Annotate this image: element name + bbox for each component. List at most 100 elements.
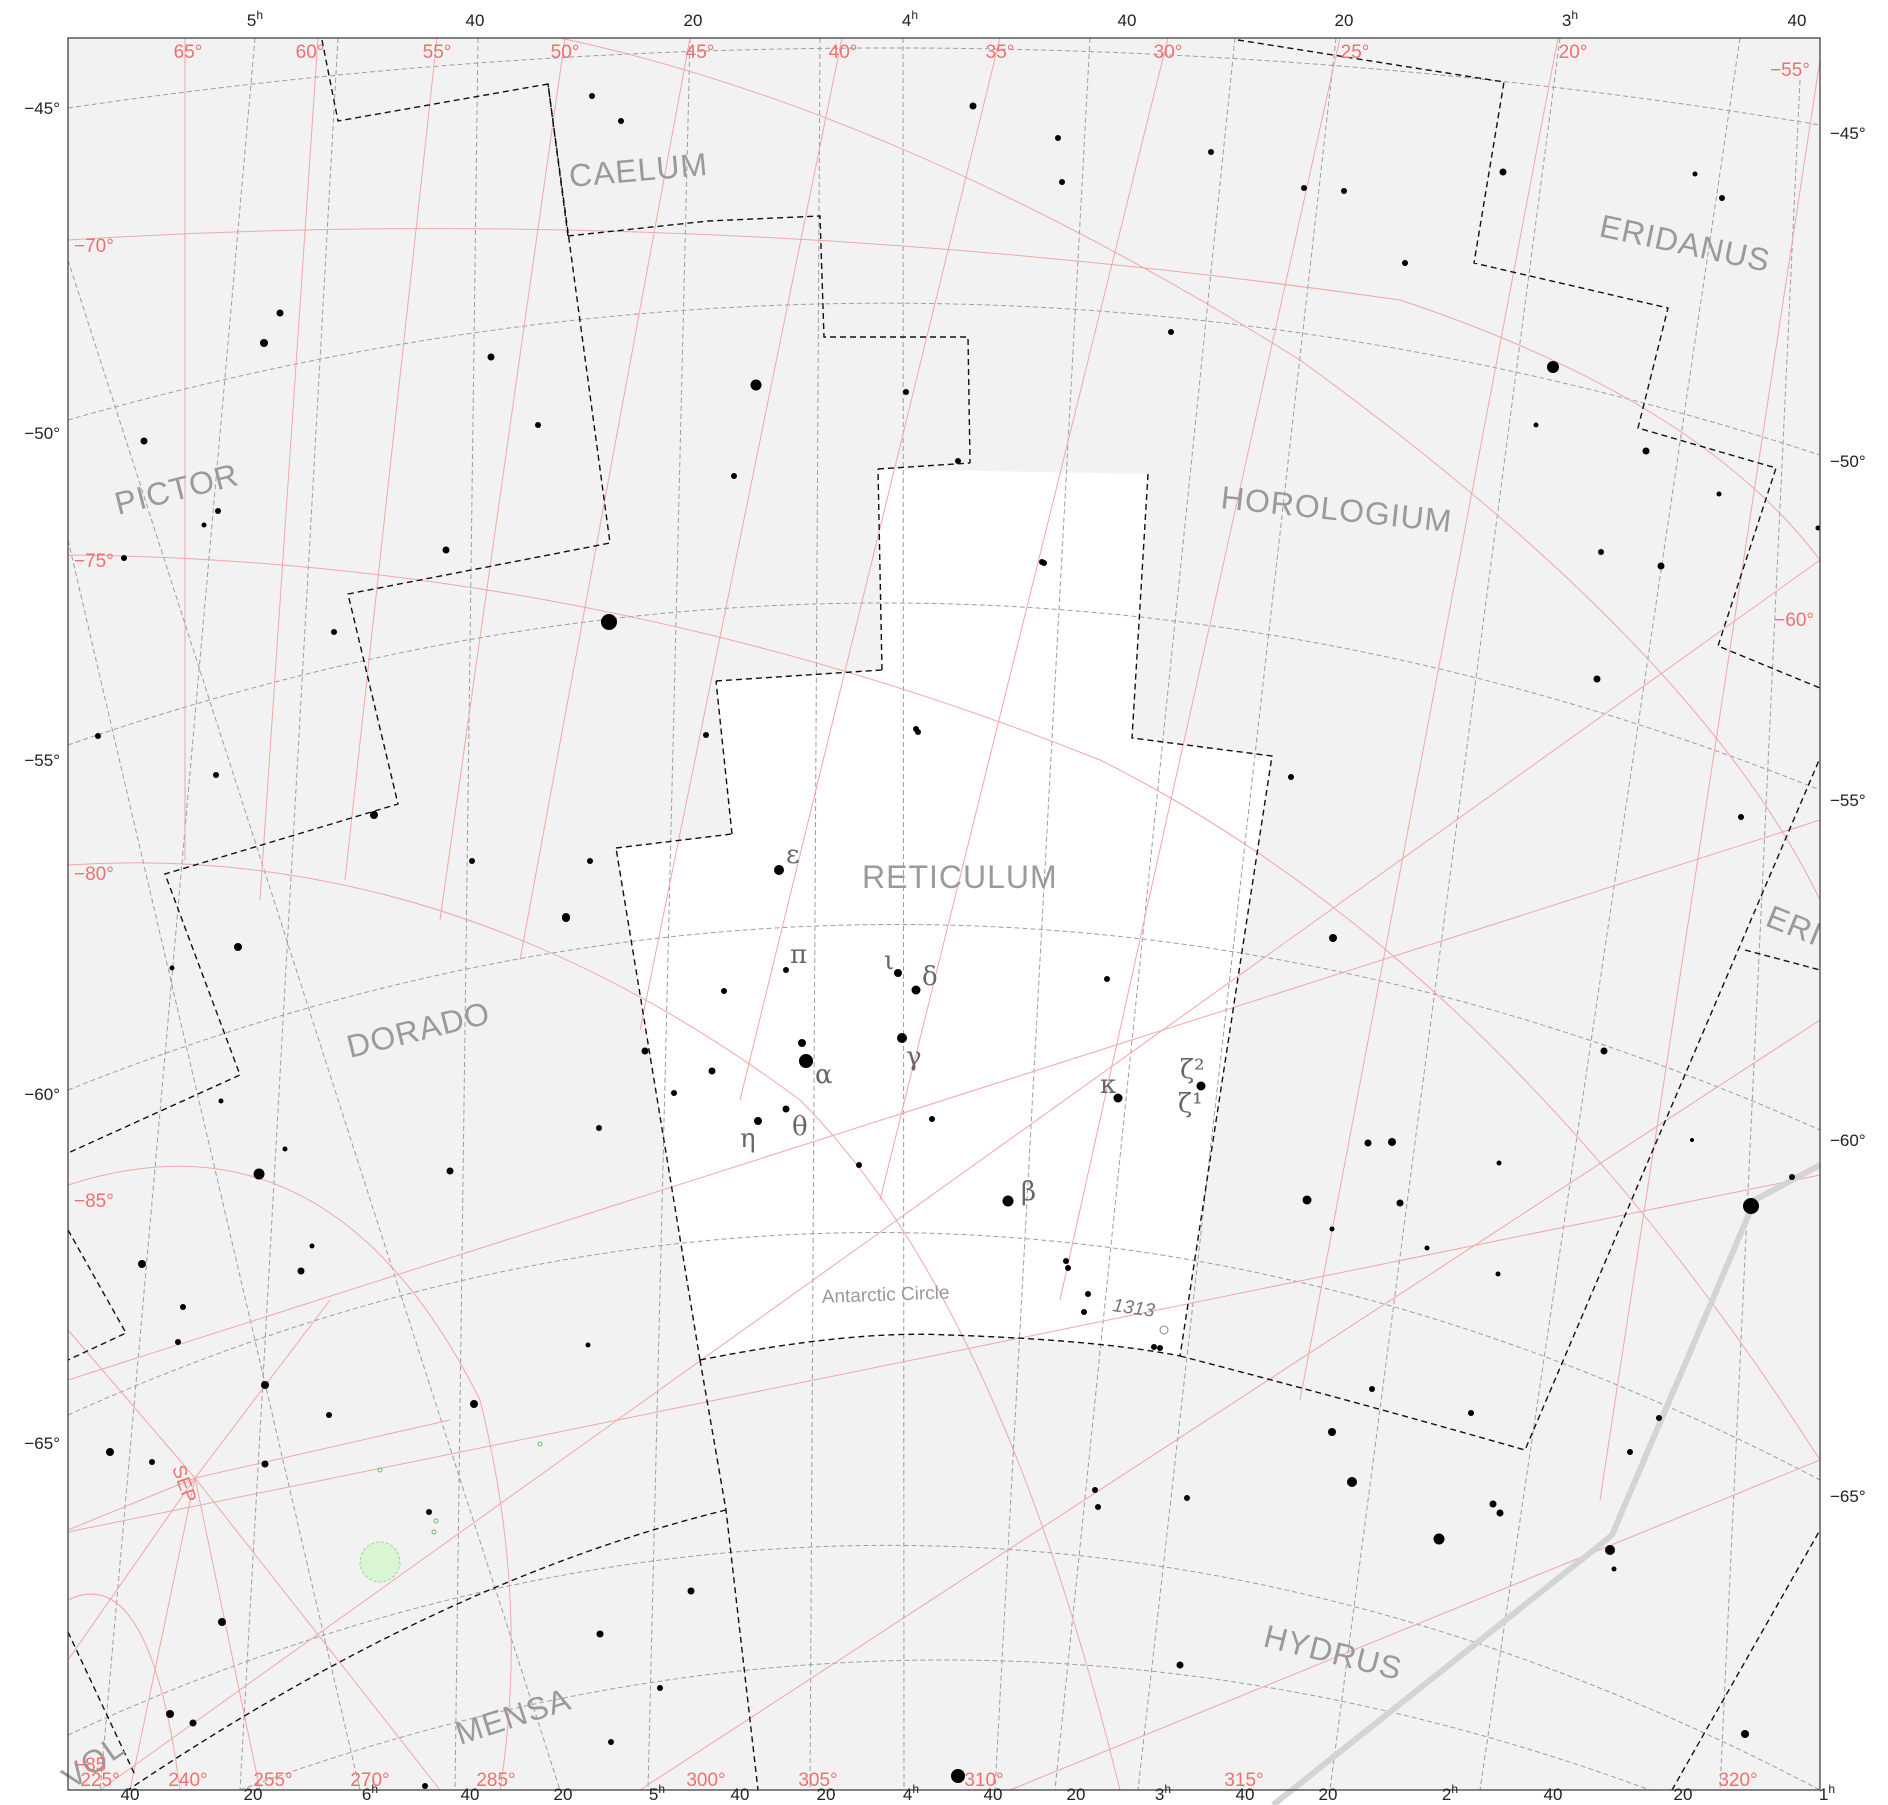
ra-meridian-3 — [647, 37, 691, 1791]
star-68 — [106, 1448, 114, 1456]
label-pi: π — [790, 940, 807, 970]
star-95 — [1095, 1504, 1101, 1510]
ra-top-label-6: 3h — [1562, 8, 1578, 30]
star-90 — [562, 914, 570, 922]
label-zeta1: ζ¹ — [1178, 1089, 1203, 1119]
star-8 — [1499, 168, 1507, 176]
dec-left-label-1: −50° — [24, 424, 60, 443]
star-5 — [1059, 179, 1065, 185]
star-100 — [1433, 1533, 1445, 1545]
ra-bottom-label-12: 40 — [1236, 1785, 1255, 1804]
label-zeta2: ζ² — [1180, 1055, 1205, 1085]
galactic-top-label-6: 35° — [986, 42, 1015, 63]
star-125 — [1113, 1093, 1123, 1103]
sep-radial-5 — [67, 1477, 196, 1531]
dec-left-label-2: −55° — [24, 751, 60, 770]
ra-meridian-13 — [67, 539, 361, 1791]
star-112 — [894, 969, 902, 977]
ra-meridian-1 — [239, 37, 339, 1791]
dec-parallel-4 — [67, 1232, 1821, 1481]
dec-right-label-0: −45° — [1830, 124, 1866, 143]
star-96 — [1184, 1495, 1190, 1501]
label-alpha: α — [815, 1060, 833, 1090]
ra-bottom-label-7: 20 — [817, 1785, 836, 1804]
star-56 — [253, 1168, 265, 1180]
galactic-meridian-9 — [1299, 37, 1559, 1401]
star-28 — [1388, 1138, 1396, 1146]
star-102 — [1496, 1509, 1504, 1517]
star-22 — [1288, 774, 1294, 780]
star-122 — [929, 1116, 935, 1122]
star-87 — [601, 614, 617, 630]
label-iota: ι — [884, 946, 894, 976]
star-83 — [731, 473, 737, 479]
star-97 — [1328, 1428, 1336, 1436]
star-74 — [596, 1630, 604, 1638]
ra-top-label-4: 40 — [1118, 11, 1137, 30]
star-27 — [1364, 1139, 1372, 1147]
ra-meridian-9 — [1329, 37, 1561, 1791]
label-delta: δ — [922, 962, 938, 992]
label-beta: β — [1021, 1177, 1036, 1207]
sep-radial-4 — [194, 1477, 441, 1791]
star-48 — [370, 811, 378, 819]
ra-meridian-12 — [67, 259, 561, 1791]
galactic-parallel-1 — [67, 554, 1821, 1461]
ra-top-label-3: 4h — [902, 8, 918, 30]
star-78 — [608, 1739, 614, 1745]
star-10 — [1719, 195, 1725, 201]
object-1313-marker — [1159, 1325, 1169, 1335]
ra-bottom-label-13: 20 — [1319, 1785, 1338, 1804]
ra-top-label-0: 5h — [247, 8, 263, 30]
ra-meridian-6 — [994, 37, 1091, 1791]
galactic-left-label-0: −70° — [74, 236, 114, 257]
dec-parallel-3 — [67, 923, 1821, 1131]
star-77 — [189, 1719, 197, 1727]
star-25 — [1690, 1138, 1694, 1142]
star-115 — [798, 1039, 806, 1047]
star-91 — [1085, 1291, 1091, 1297]
star-61 — [297, 1267, 305, 1275]
sep-radial-0 — [67, 1329, 196, 1479]
galactic-bottom-label-7: 310° — [964, 1770, 1003, 1791]
galactic-bottom-label-0: 225° — [80, 1770, 119, 1791]
star-26 — [1496, 1160, 1502, 1166]
star-123 — [856, 1162, 862, 1168]
star-7 — [1341, 188, 1347, 194]
label-eta: η — [740, 1124, 756, 1154]
ra-bottom-label-3: 40 — [461, 1785, 480, 1804]
dec-left-label-4: −65° — [24, 1434, 60, 1453]
galactic-bottom-label-3: 270° — [350, 1770, 389, 1791]
star-119 — [782, 1105, 790, 1113]
star-118 — [754, 1117, 762, 1125]
star-23 — [1329, 934, 1337, 942]
galactic-right-label-0: −60° — [1774, 610, 1814, 631]
star-38 — [487, 353, 495, 361]
star-41 — [215, 508, 221, 514]
reticulum-region — [616, 469, 1272, 1360]
label-kappa: κ — [1100, 1070, 1116, 1100]
galactic-top-label-9: 20° — [1559, 42, 1588, 63]
galactic-bottom-label-1: 240° — [168, 1770, 207, 1791]
star-88 — [703, 732, 709, 738]
star-101 — [1489, 1500, 1497, 1508]
star-62 — [180, 1304, 186, 1310]
galactic-parallel-2 — [67, 862, 1121, 1791]
constellation-reticulum: RETICULUM — [862, 859, 1058, 895]
galactic-left-label-3: −85° — [74, 1191, 114, 1212]
galactic-meridian-8 — [1059, 37, 1341, 1301]
star-66 — [326, 1412, 332, 1418]
ra-top-label-5: 20 — [1335, 11, 1354, 30]
star-79 — [422, 1783, 428, 1789]
sep-radial-2 — [129, 1477, 196, 1791]
galactic-bottom-label-4: 285° — [476, 1770, 515, 1791]
galactic-parallel-0 — [67, 228, 1821, 561]
star-60 — [309, 1243, 315, 1249]
star-67 — [585, 1342, 591, 1348]
ra-meridian-0 — [99, 37, 256, 1791]
star-126 — [1196, 1081, 1206, 1091]
star-29 — [1302, 1195, 1312, 1205]
star-47 — [213, 772, 219, 778]
stars — [95, 93, 1821, 1789]
